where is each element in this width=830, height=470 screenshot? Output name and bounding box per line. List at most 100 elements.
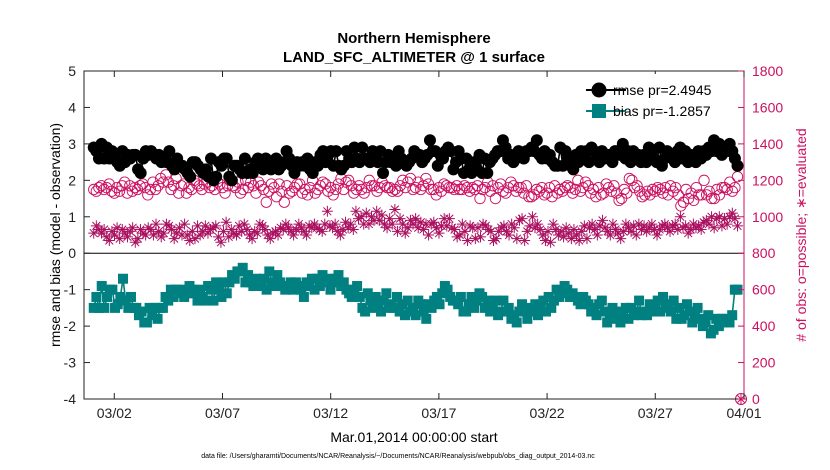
- x-tick-label-03/27: 03/27: [638, 405, 673, 421]
- possible-obs-point-129: [420, 172, 432, 185]
- evaluated-obs-point-87: [314, 224, 326, 236]
- bias-point-166: [530, 299, 541, 310]
- possible-obs-point-140: [448, 183, 460, 196]
- y-left-tick-label-1: 1: [68, 209, 76, 225]
- evaluated-obs-point-75: [282, 222, 294, 234]
- bias-point-201: [623, 313, 634, 324]
- bias-point-23: [149, 302, 160, 313]
- bias-point-7: [107, 284, 118, 295]
- bias-point-169: [538, 295, 549, 306]
- possible-obs-point-89: [317, 176, 329, 188]
- bias-point-51: [224, 277, 235, 288]
- evaluated-obs-point-10: [114, 233, 126, 245]
- evaluated-obs-point-7: [106, 225, 118, 237]
- evaluated-obs-point-203: [615, 233, 627, 245]
- possible-obs-point-106: [361, 181, 373, 194]
- evaluated-obs-point-130: [425, 218, 437, 230]
- evaluated-obs-point-160: [503, 229, 515, 241]
- evaluated-obs-point-15: [127, 222, 139, 234]
- bias-point-100: [354, 291, 365, 302]
- possible-obs-point-156: [489, 192, 502, 205]
- bias-point-138: [455, 291, 466, 302]
- evaluated-obs-point-16: [129, 236, 141, 248]
- evaluated-obs-point-188: [576, 225, 588, 237]
- possible-obs-point-10: [113, 185, 126, 197]
- rmse-point-199: [606, 156, 619, 169]
- evaluated-obs-point-72: [275, 222, 287, 234]
- bias-point-20: [141, 317, 152, 328]
- y-left-tick-label-4: 4: [68, 99, 76, 115]
- bias-point-168: [535, 302, 546, 313]
- evaluated-obs-point-152: [482, 224, 494, 236]
- evaluated-obs-point-178: [550, 224, 562, 236]
- y-right-tick-label-200: 200: [752, 355, 776, 371]
- bias-point-144: [471, 295, 482, 306]
- evaluated-obs-point-76: [285, 225, 297, 237]
- y-axis-left-label: rmse and bias (model - observation): [47, 123, 63, 347]
- evaluated-obs-point-231: [687, 218, 699, 230]
- evaluated-obs-point-106: [363, 218, 375, 230]
- bias-point-148: [482, 295, 493, 306]
- bias-point-141: [463, 299, 474, 310]
- rmse-point-51: [220, 152, 233, 165]
- evaluated-obs-point-60: [243, 229, 255, 241]
- evaluated-obs-point-44: [202, 227, 214, 239]
- evaluated-obs-point-195: [594, 220, 606, 232]
- bias-point-53: [229, 273, 240, 284]
- evaluated-obs-point-109: [371, 205, 383, 217]
- evaluated-obs-point-236: [700, 214, 712, 226]
- evaluated-obs-point-45: [205, 224, 217, 236]
- bias-point-79: [298, 291, 309, 302]
- bias-point-146: [477, 291, 488, 302]
- evaluated-obs-point-0: [88, 227, 100, 239]
- possible-obs-point-120: [397, 174, 409, 186]
- rmse-point-37: [184, 170, 197, 183]
- bias-point-48: [216, 291, 227, 302]
- rmse-point-53: [225, 174, 238, 187]
- bias-point-1: [91, 291, 102, 302]
- possible-obs-point-24: [149, 183, 162, 196]
- bias-point-10: [115, 291, 126, 302]
- evaluated-obs-point-196: [597, 214, 609, 226]
- possible-obs-point-18: [134, 180, 146, 192]
- bias-point-208: [642, 310, 653, 321]
- evaluated-obs-point-164: [513, 214, 525, 226]
- bias-point-223: [681, 299, 692, 310]
- x-tick-label-03/02: 03/02: [97, 405, 132, 421]
- evaluated-obs-point-129: [423, 229, 435, 241]
- axes: -4 -3 -2 -1 0 1 2 3 4 5 0 200 400 600 800 1000 1200 1400 1…: [64, 63, 784, 421]
- evaluated-obs-point-122: [404, 214, 416, 226]
- rmse-point-58: [238, 152, 251, 165]
- evaluated-obs-point-33: [173, 222, 185, 234]
- evaluated-obs-point-127: [417, 224, 429, 236]
- possible-obs-point-202: [608, 180, 620, 192]
- bias-point-94: [338, 277, 349, 288]
- bias-point-120: [407, 302, 418, 313]
- bias-point-198: [615, 317, 626, 328]
- evaluated-obs-point-115: [386, 218, 398, 230]
- bias-point-81: [304, 281, 315, 292]
- possible-obs-point-125: [409, 181, 422, 194]
- possible-obs-point-204: [613, 194, 625, 207]
- evaluated-obs-point-116: [389, 203, 401, 215]
- evaluated-obs-point-198: [602, 225, 614, 237]
- possible-obs-point-150: [474, 192, 486, 205]
- evaluated-obs-point-223: [667, 220, 679, 232]
- evaluated-obs-point-68: [264, 233, 276, 245]
- evaluated-obs-point-35: [179, 218, 191, 230]
- rmse-point-103: [356, 141, 369, 154]
- bias-point-234: [711, 313, 722, 324]
- evaluated-obs-point-182: [560, 222, 572, 234]
- evaluated-obs-point-219: [656, 220, 668, 232]
- bias-point-38: [189, 288, 200, 299]
- bias-point-2: [94, 302, 105, 313]
- evaluated-obs-point-107: [365, 211, 377, 223]
- possible-obs-point-30: [165, 183, 177, 196]
- bias-point-150: [487, 302, 498, 313]
- evaluated-obs-point-214: [643, 222, 655, 234]
- evaluated-obs-point-1: [90, 220, 102, 232]
- possible-obs-point-51: [219, 187, 231, 199]
- evaluated-obs-point-23: [147, 229, 159, 241]
- bias-point-193: [602, 317, 613, 328]
- possible-obs-point-186: [567, 187, 579, 199]
